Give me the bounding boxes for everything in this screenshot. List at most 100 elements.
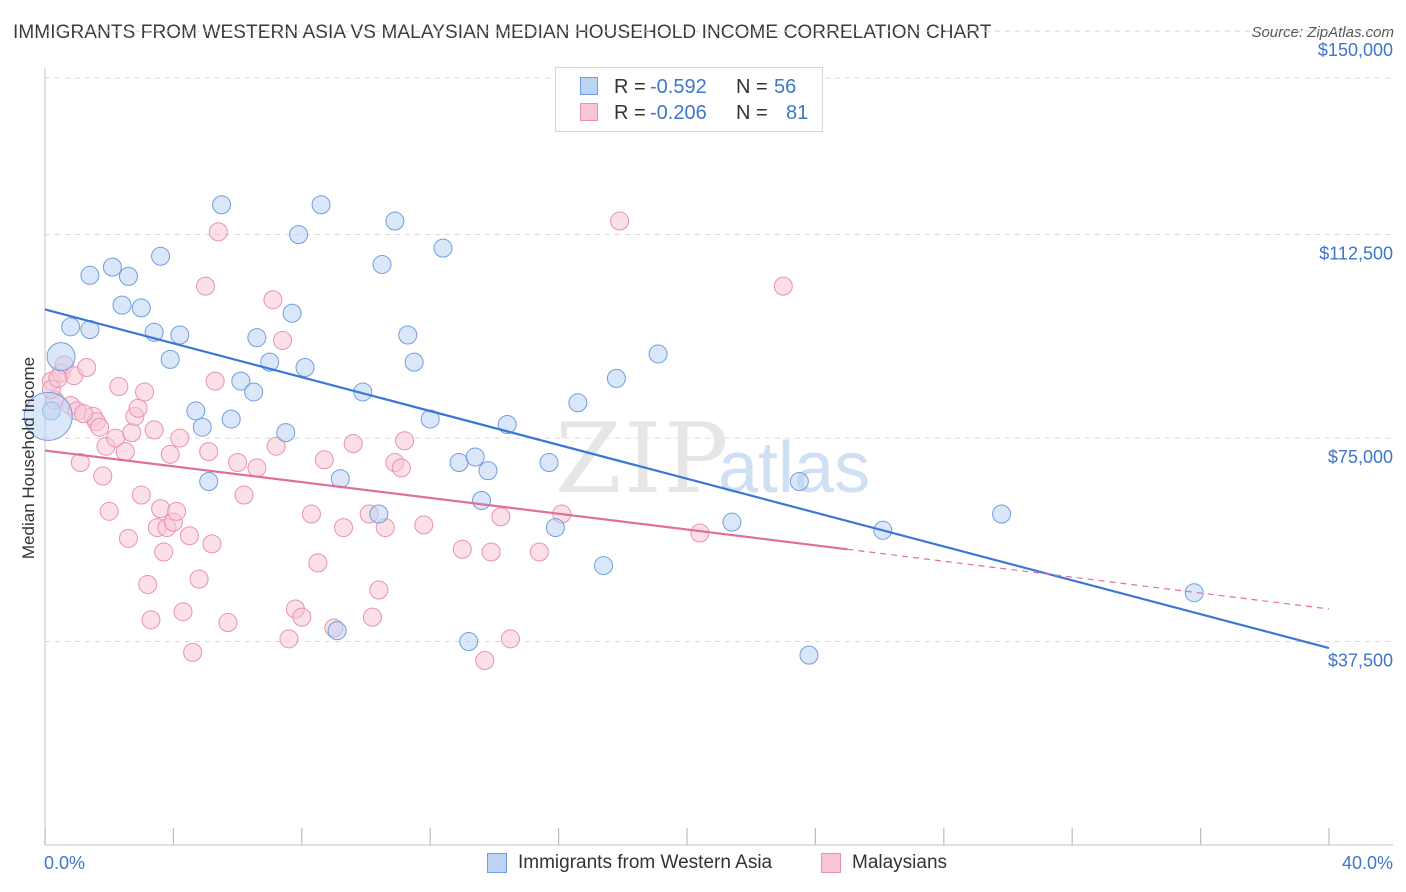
y-tick-label: $112,500 [1319,244,1393,264]
scatter-point [109,377,129,397]
scatter-point [263,290,283,310]
scatter-point [141,610,161,630]
scatter-point [266,436,286,456]
scatter-point [369,504,389,524]
scatter-point [128,398,148,418]
scatter-point [173,602,193,622]
scatter-point [183,642,203,662]
scatter-point [199,442,219,462]
scatter-point [452,539,472,559]
scatter-point [362,607,382,627]
scatter-point [202,534,222,554]
x-tick-label-max: 40.0% [1342,853,1393,873]
x-tick-label-min: 0.0% [44,853,85,873]
scatter-point [327,621,347,641]
scatter-point [208,222,228,242]
y-tick-label: $37,500 [1328,651,1393,671]
scatter-point [289,225,309,245]
scatter-point [244,382,264,402]
legend-n-value: 56 [774,76,797,98]
scatter-point [179,526,199,546]
scatter-point [314,450,334,470]
watermark-atlas: atlas [718,428,870,508]
scatter-point [160,444,180,464]
bottom-legend-swatch-pink [821,853,841,873]
scatter-point [160,349,180,369]
scatter-point [295,358,315,378]
scatter-point [545,518,565,538]
scatter-point [221,409,241,429]
scatter-point [414,515,434,535]
scatter-point [478,461,498,481]
scatter-point [23,391,73,441]
legend-swatch-blue [580,77,598,95]
legend-r-label: R = [614,76,646,98]
scatter-point [218,613,238,633]
scatter-point [606,368,626,388]
scatter-point [80,265,100,285]
scatter-point [205,371,225,391]
legend-n-value: 81 [786,102,809,124]
scatter-point [199,471,219,491]
scatter-point [189,569,209,589]
y-axis-label: Median Household Income [19,357,38,559]
scatter-point [167,501,187,521]
scatter-point [308,553,328,573]
scatter-point [99,501,119,521]
scatter-point [279,629,299,649]
scatter-point [391,458,411,478]
scatter-point [539,452,559,472]
scatter-point [301,504,321,524]
scatter-point [74,404,94,424]
scatter-point [135,382,155,402]
scatter-point [529,542,549,562]
scatter-point [395,431,415,451]
western-asia-points [23,195,1204,665]
scatter-point [115,442,135,462]
scatter-point [151,499,171,519]
axes [44,68,1393,846]
scatter-point [46,342,76,372]
scatter-point [481,542,501,562]
scatter-point [372,254,392,274]
bottom-legend-label: Malaysians [852,852,948,873]
legend-r-value: -0.592 [650,76,707,98]
y-axis-tick-labels: $37,500 $75,000 $112,500 $150,000 [1318,40,1393,670]
scatter-point [212,195,232,215]
trend-line-western-asia [44,308,1330,650]
scatter-point [992,504,1012,524]
scatter-point [799,645,819,665]
scatter-point [118,266,138,286]
scatter-point [93,466,113,486]
scatter-point [385,211,405,231]
scatter-point [131,298,151,318]
scatter-point [433,238,453,258]
chart-title: IMMIGRANTS FROM WESTERN ASIA VS MALAYSIA… [13,22,992,43]
scatter-point [449,452,469,472]
scatter-point [151,246,171,266]
scatter-point [77,358,97,378]
scatter-point [228,452,248,472]
scatter-point [282,303,302,323]
scatter-point [334,518,354,538]
trend-lines [44,308,1330,650]
scatter-point [497,415,517,434]
scatter-point [500,629,520,649]
scatter-point [773,276,793,296]
scatter-point [170,428,190,448]
scatter-point [154,542,174,562]
scatter-point [690,523,710,543]
scatter-point [491,507,511,527]
scatter-point [273,330,293,350]
scatter-point [138,575,158,595]
chart-source: Source: ZipAtlas.com [1251,24,1394,41]
scatter-point [475,651,495,671]
y-tick-label: $75,000 [1328,447,1393,467]
scatter-point [122,423,142,443]
scatter-point [459,632,479,652]
scatter-point [61,317,81,337]
scatter-point [398,325,418,345]
scatter-point [610,211,630,231]
scatter-point [186,401,206,421]
legend-n-label: N = [736,76,768,98]
